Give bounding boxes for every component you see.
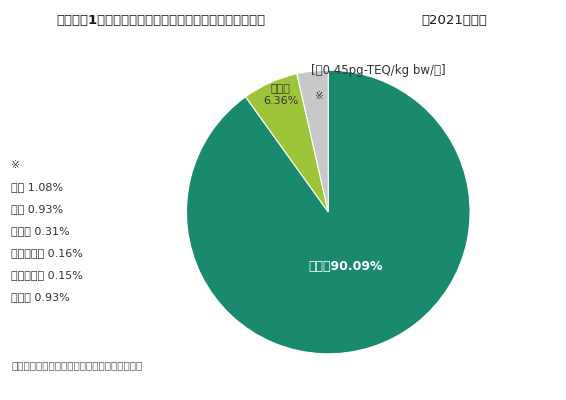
Text: （2021年度）: （2021年度）	[422, 14, 487, 27]
Text: 乳・乳製品 0.15%: 乳・乳製品 0.15%	[11, 270, 83, 280]
Wedge shape	[186, 70, 470, 354]
Text: 日本人が1日に摂取するダイオキシン類の平均的な摂取量: 日本人が1日に摂取するダイオキシン類の平均的な摂取量	[57, 14, 265, 27]
Text: 土壌 1.08%: 土壌 1.08%	[11, 182, 63, 192]
Text: ※: ※	[11, 160, 20, 170]
Text: 大気 0.93%: 大気 0.93%	[11, 204, 63, 214]
Wedge shape	[246, 74, 328, 212]
Text: 魚介類90.09%: 魚介類90.09%	[308, 260, 383, 272]
Text: [約0.45pg-TEQ/kg bw/日]: [約0.45pg-TEQ/kg bw/日]	[311, 64, 446, 77]
Text: 調味料 0.31%: 調味料 0.31%	[11, 226, 70, 236]
Text: ※: ※	[315, 92, 324, 102]
Text: 砂糖・菓子 0.16%: 砂糖・菓子 0.16%	[11, 248, 83, 258]
Text: 肉・卵
6.36%: 肉・卵 6.36%	[263, 84, 298, 106]
Text: 資料：厚生労働省、環境省資料より環境省作成: 資料：厚生労働省、環境省資料より環境省作成	[11, 360, 143, 370]
Text: その他 0.93%: その他 0.93%	[11, 292, 70, 302]
Wedge shape	[297, 70, 328, 212]
